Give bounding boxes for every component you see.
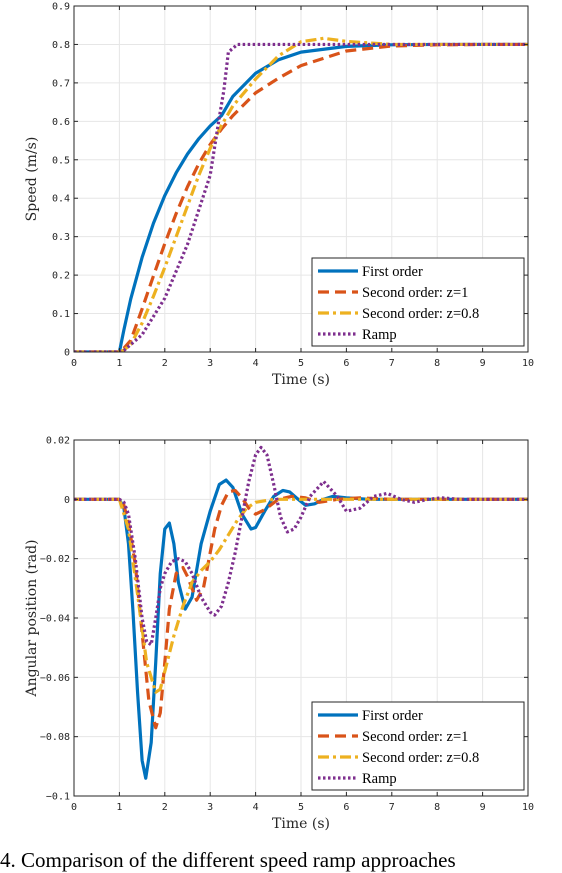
series-line-4 <box>74 42 528 352</box>
y-tick-label: 0.02 <box>46 436 70 447</box>
y-tick-label: −0.1 <box>46 792 70 803</box>
series-line-4 <box>74 445 528 647</box>
x-tick-label: 9 <box>480 358 486 369</box>
x-tick-label: 6 <box>343 802 349 813</box>
y-tick-label: 0.7 <box>52 78 70 89</box>
y-tick-label: 0.4 <box>52 194 70 205</box>
x-tick-label: 6 <box>343 358 349 369</box>
x-axis-label: Time (s) <box>272 372 330 388</box>
y-tick-label: 0.8 <box>52 40 70 51</box>
y-tick-label: −0.06 <box>40 673 70 684</box>
y-axis-label: Speed (m/s) <box>24 137 40 222</box>
x-tick-label: 8 <box>434 358 440 369</box>
y-tick-label: 0.9 <box>52 2 70 13</box>
legend-label-4: Ramp <box>362 327 397 343</box>
legend-box <box>311 257 525 347</box>
x-tick-label: 5 <box>298 802 304 813</box>
legend-label-3: Second order: z=0.8 <box>362 306 479 322</box>
y-axis-label: Angular position (rad) <box>24 539 40 697</box>
y-tick-label: 0.5 <box>52 155 70 166</box>
x-tick-label: 2 <box>162 358 168 369</box>
series-line-3 <box>74 36 528 352</box>
legend: First order Second order: z=1 Second order… <box>311 701 525 791</box>
y-tick-label: −0.02 <box>40 554 70 565</box>
x-axis-label: Time (s) <box>272 816 330 832</box>
y-tick-label: 0.1 <box>52 309 70 320</box>
legend-label-4: Ramp <box>362 771 397 787</box>
speed-chart: 0 1 2 3 4 5 6 7 8 9 10 0 0.1 0.2 0.3 0.4 0.5 0.6 0.7 0.8 0.9… <box>24 2 534 389</box>
legend-box <box>311 701 525 791</box>
x-tick-label: 0 <box>71 802 77 813</box>
x-tick-label: 7 <box>389 802 395 813</box>
x-tick-label: 10 <box>522 802 534 813</box>
x-tick-label: 3 <box>207 358 213 369</box>
x-tick-label: 1 <box>116 802 122 813</box>
x-tick-label: 4 <box>253 358 259 369</box>
legend-label-1: First order <box>362 264 423 280</box>
series-line-2 <box>74 42 528 352</box>
x-tick-label: 1 <box>116 358 122 369</box>
legend-label-1: First order <box>362 708 423 724</box>
x-tick-label: 7 <box>389 358 395 369</box>
x-tick-label: 0 <box>71 358 77 369</box>
figure-caption: 4. Comparison of the different speed ram… <box>0 848 456 872</box>
x-tick-label: 3 <box>207 802 213 813</box>
y-tick-label: 0.6 <box>52 117 70 128</box>
x-tick-label: 2 <box>162 802 168 813</box>
y-tick-label: 0 <box>64 348 70 359</box>
legend-label-2: Second order: z=1 <box>362 285 468 301</box>
x-tick-label: 10 <box>522 358 534 369</box>
y-tick-label: 0 <box>64 495 70 506</box>
series-line-3 <box>74 497 528 694</box>
y-tick-label: 0.2 <box>52 271 70 282</box>
y-tick-label: −0.04 <box>40 614 70 625</box>
legend-label-2: Second order: z=1 <box>362 729 468 745</box>
series-line-1 <box>74 42 528 352</box>
legend: First order Second order: z=1 Second order… <box>311 257 525 347</box>
x-tick-label: 4 <box>253 802 259 813</box>
y-tick-label: 0.3 <box>52 232 70 243</box>
y-tick-label: −0.08 <box>40 732 70 743</box>
legend-label-3: Second order: z=0.8 <box>362 750 479 766</box>
x-tick-label: 9 <box>480 802 486 813</box>
x-tick-label: 5 <box>298 358 304 369</box>
x-tick-label: 8 <box>434 802 440 813</box>
angular-position-chart: 0 1 2 3 4 5 6 7 8 9 10 −0.1 −0.08 −0.06 −0.04 −0.02 0 0.0… <box>24 436 534 833</box>
